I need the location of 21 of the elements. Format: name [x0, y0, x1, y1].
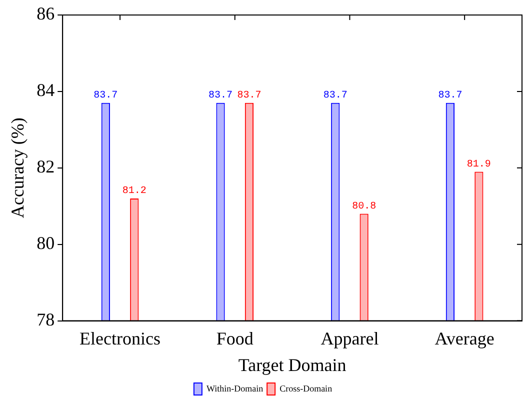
y-axis-title: Accuracy (%) — [8, 118, 28, 218]
y-tick-label: 84 — [36, 80, 55, 100]
x-tick-label: Electronics — [80, 328, 161, 348]
y-tick-label: 80 — [36, 233, 55, 254]
x-tick-label: Apparel — [320, 328, 379, 348]
x-axis-title: Target Domain — [238, 354, 346, 375]
data-label: 83.7 — [208, 90, 233, 102]
x-tick-label: Average — [434, 328, 494, 348]
data-label: 83.7 — [438, 90, 462, 102]
y-tick-label: 78 — [36, 310, 55, 330]
data-label: 83.7 — [94, 90, 118, 102]
x-tick-label: Food — [216, 328, 254, 348]
y-tick-label: 82 — [36, 156, 55, 177]
data-label: 83.7 — [323, 90, 348, 102]
data-label: 83.7 — [237, 90, 262, 102]
legend-label: Cross-Domain — [280, 383, 333, 394]
data-label: 81.9 — [466, 159, 491, 170]
y-tick-label: 86 — [36, 4, 55, 24]
legend-label: Within-Domain — [206, 383, 264, 394]
data-label: 81.2 — [122, 186, 146, 198]
data-label: 80.8 — [352, 201, 376, 212]
